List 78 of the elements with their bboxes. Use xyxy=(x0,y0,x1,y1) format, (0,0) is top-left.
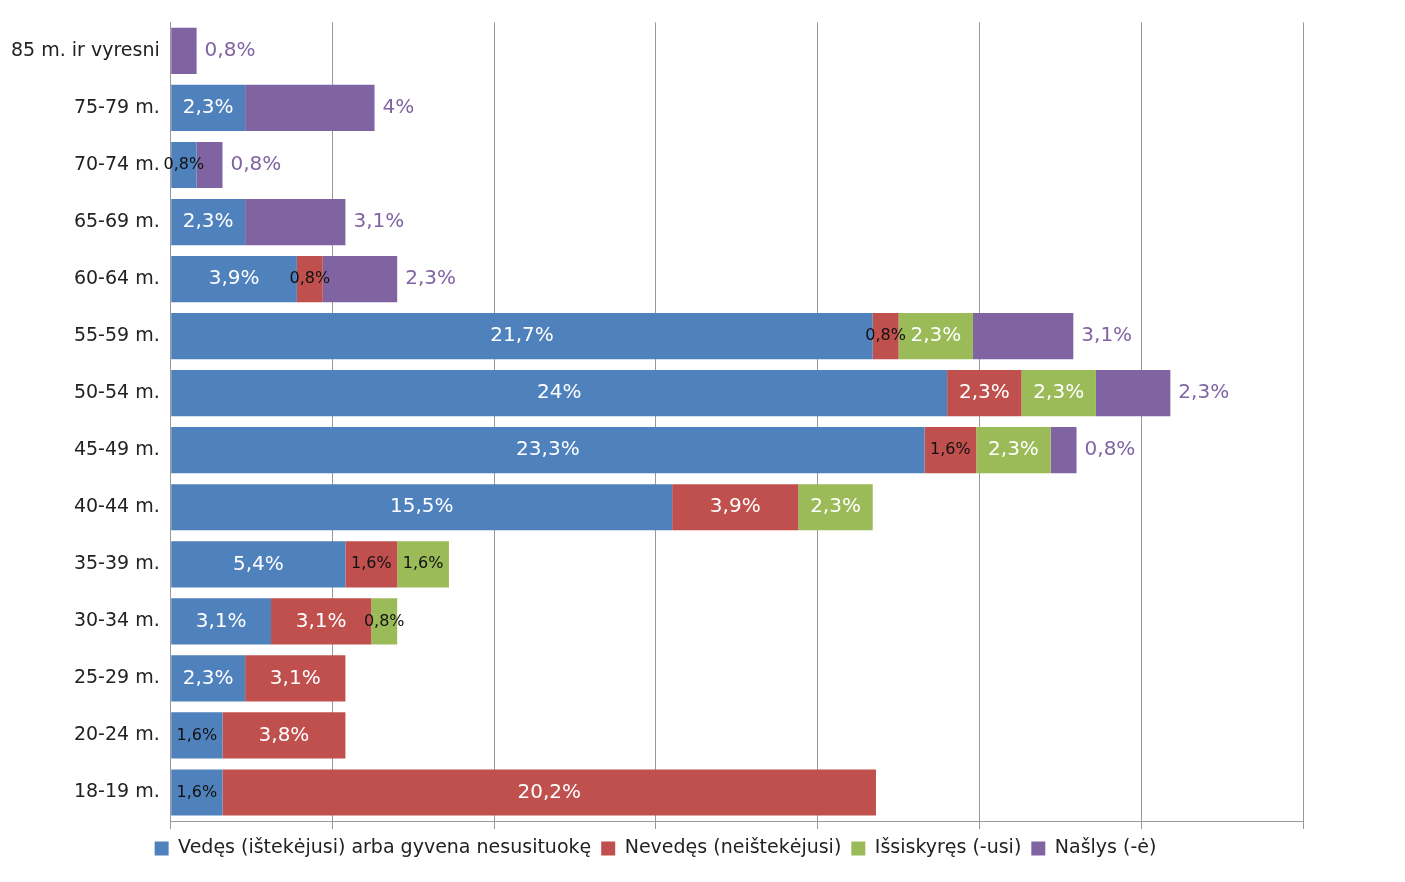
data-label: 1,6% xyxy=(930,439,971,459)
data-label: 0,8% xyxy=(204,37,256,62)
data-label: 24% xyxy=(536,379,582,404)
bar xyxy=(798,484,873,531)
data-label: 2,3% xyxy=(1033,379,1085,404)
y-tick-label: 40-44 m. xyxy=(73,494,160,517)
y-tick-label: 85 m. ir vyresni xyxy=(10,37,160,60)
data-label: 3,1% xyxy=(353,208,405,233)
bar xyxy=(171,712,223,759)
data-label: 2,3% xyxy=(810,493,861,518)
y-tick-label: 60-64 m. xyxy=(73,266,160,289)
bar xyxy=(171,370,948,417)
data-label: 2,3% xyxy=(182,94,234,119)
data-label: 1,6% xyxy=(402,553,444,573)
data-label: 3,8% xyxy=(258,721,310,746)
data-label: 3,1% xyxy=(269,664,321,689)
data-label: 23,3% xyxy=(516,436,580,461)
y-tick-label: 45-49 m. xyxy=(73,437,160,460)
data-label: 20,2% xyxy=(517,778,581,803)
bar xyxy=(171,655,246,702)
y-tick-label: 25-29 m. xyxy=(73,665,160,688)
bar xyxy=(171,541,346,588)
legend-label: Našlys (-ė) xyxy=(1054,835,1157,858)
data-label: 1,6% xyxy=(176,781,218,801)
bar xyxy=(171,198,246,246)
data-label: 0,8% xyxy=(230,151,282,176)
y-tick-label: 20-24 m. xyxy=(73,722,160,745)
bar xyxy=(171,84,246,132)
bar xyxy=(1050,427,1077,474)
bar xyxy=(976,427,1051,474)
bar xyxy=(171,769,223,816)
data-label: 4% xyxy=(382,94,415,119)
data-label: 1,6% xyxy=(350,553,392,573)
bar xyxy=(245,84,375,132)
y-tick-label: 55-59 m. xyxy=(73,323,160,346)
y-tick-label: 50-54 m. xyxy=(73,380,160,403)
data-label: 5,4% xyxy=(232,550,284,575)
y-tick-label: 30-34 m. xyxy=(73,608,160,631)
data-label: 3,1% xyxy=(195,607,247,632)
bar xyxy=(171,484,673,531)
bar xyxy=(973,313,1074,360)
legend-label: Nevedęs (neištekėjusi) xyxy=(624,835,842,858)
y-tick-label: 70-74 m. xyxy=(73,151,160,174)
bar xyxy=(924,427,977,474)
bar xyxy=(222,712,346,759)
bar xyxy=(947,370,1022,417)
data-label: 2,3% xyxy=(1178,379,1230,404)
data-label: 3,9% xyxy=(709,493,761,518)
data-label: 1,6% xyxy=(176,724,218,744)
bar xyxy=(1021,370,1096,417)
data-label: 0,8% xyxy=(1084,436,1136,461)
data-label: 15,5% xyxy=(389,493,454,518)
data-label: 21,7% xyxy=(490,322,554,347)
bar xyxy=(171,598,272,645)
data-label: 2,3% xyxy=(910,322,962,347)
data-label: 3,1% xyxy=(1081,322,1133,347)
bar xyxy=(222,769,876,816)
bar xyxy=(245,655,346,702)
bar xyxy=(1095,370,1171,417)
data-label: 2,3% xyxy=(182,208,234,233)
legend-label: Vedęs (ištekėjusi) arba gyvena nesusituokę xyxy=(178,835,592,858)
y-tick-label: 75-79 m. xyxy=(73,94,160,117)
bar xyxy=(397,541,449,588)
y-tick-label: 35-39 m. xyxy=(73,551,160,574)
bar xyxy=(171,427,925,474)
legend-label: Išsiskyręs (-usi) xyxy=(874,835,1022,858)
bar xyxy=(345,541,398,588)
data-label: 3,9% xyxy=(208,265,260,290)
bar xyxy=(171,27,197,75)
y-tick-label: 18-19 m. xyxy=(73,779,160,802)
data-label: 2,3% xyxy=(958,379,1010,404)
data-label: 3,1% xyxy=(295,607,347,632)
data-label: 2,3% xyxy=(182,664,234,689)
y-tick-label: 65-69 m. xyxy=(73,208,160,231)
data-label: 2,3% xyxy=(988,436,1039,461)
data-label: 2,3% xyxy=(405,265,456,290)
bar xyxy=(245,198,346,246)
bar xyxy=(672,484,799,531)
